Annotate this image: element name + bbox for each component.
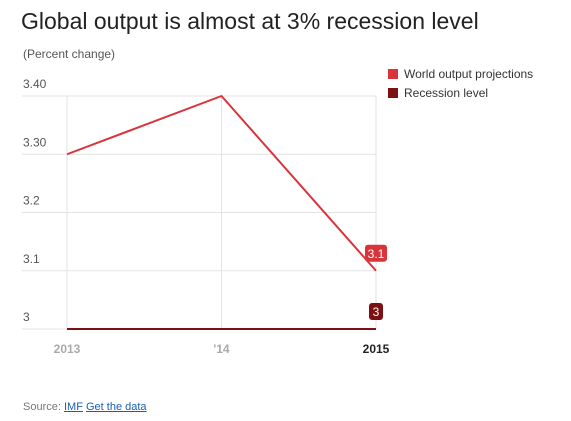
x-tick-label: 2015 (363, 342, 390, 356)
y-tick-label: 3.30 (23, 135, 47, 149)
end-label-text-1: 3 (373, 305, 380, 319)
y-tick-label: 3.1 (23, 252, 40, 266)
legend-label-recession-level: Recession level (404, 85, 489, 100)
imf-link[interactable]: IMF (63, 401, 83, 413)
source-note: Source: IMF Get the data (23, 401, 147, 413)
source-prefix: Source: (23, 401, 61, 413)
legend-label-world-output: World output projections (404, 66, 534, 81)
chart-subtitle: (Percent change) (23, 47, 116, 61)
y-tick-label: 3.40 (23, 77, 47, 91)
legend-swatch-world-output (388, 68, 398, 79)
end-label-badge-1 (369, 303, 383, 320)
chart-title: Global output is almost at 3% recession … (21, 8, 479, 34)
end-label-text-0: 3.1 (368, 247, 385, 261)
end-label-badge-0 (365, 244, 387, 262)
x-tick-label: 2013 (54, 342, 81, 356)
legend-item-recession-level: Recession level (388, 83, 533, 102)
get-the-data-link[interactable]: Get the data (86, 401, 147, 413)
x-tick-label: '14 (213, 342, 230, 356)
y-tick-label: 3 (23, 310, 30, 324)
legend-swatch-recession-level (388, 87, 398, 98)
y-tick-label: 3.2 (23, 194, 40, 208)
chart-legend: World output projections Recession level (388, 64, 533, 102)
legend-item-world-output: World output projections (388, 64, 533, 83)
series-line-0 (66, 94, 377, 272)
